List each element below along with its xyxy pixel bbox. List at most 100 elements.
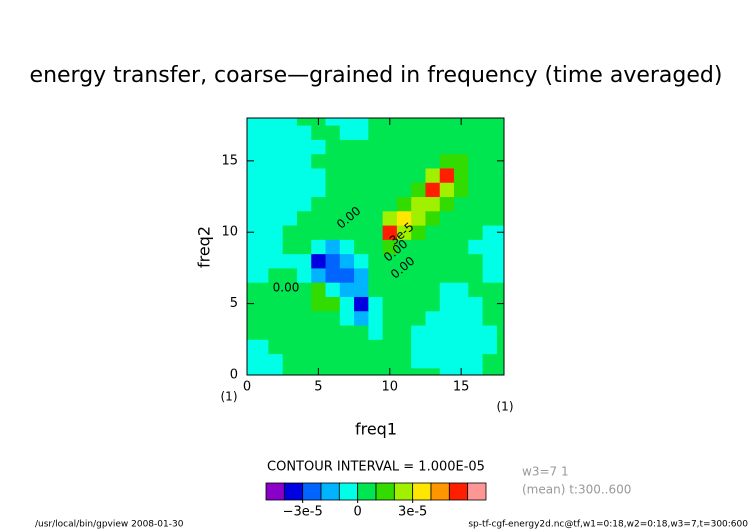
contour-cell <box>468 282 484 297</box>
contour-cell <box>468 182 484 198</box>
colorbar-segment <box>393 482 414 501</box>
contour-cell <box>339 296 355 312</box>
contour-cell <box>396 139 412 155</box>
contour-cell <box>382 239 398 255</box>
contour-cell <box>254 367 269 375</box>
contour-cell <box>247 182 255 198</box>
contour-cell <box>482 196 498 212</box>
contour-cell <box>296 182 312 198</box>
contour-cell <box>468 367 484 375</box>
contour-cell <box>411 182 426 198</box>
contour-cell <box>296 225 312 240</box>
contour-cell <box>382 325 398 340</box>
contour-cell <box>454 139 469 155</box>
contour-cell <box>247 239 255 255</box>
contour-cell <box>311 225 327 240</box>
contour-cell <box>396 153 412 169</box>
contour-cell <box>396 118 412 126</box>
contour-cell <box>268 153 284 169</box>
contour-cell <box>396 125 412 140</box>
contour-cell <box>247 353 255 369</box>
x-tick-label: 0 <box>243 380 251 395</box>
x-tick-label: 15 <box>453 380 470 395</box>
contour-cell <box>354 139 369 155</box>
contour-cell <box>247 125 255 140</box>
x-unit: (1) <box>497 400 514 414</box>
contour-cell <box>382 225 398 240</box>
contour-cell <box>468 325 484 340</box>
colorbar-segment <box>338 482 359 501</box>
contour-cell <box>354 253 369 269</box>
contour-cell <box>254 310 269 326</box>
contour-cell <box>454 325 469 340</box>
contour-cell <box>439 153 455 169</box>
contour-cell <box>268 167 284 183</box>
contour-cell <box>311 325 327 340</box>
contour-cell <box>268 239 284 255</box>
y-tick-label: 5 <box>230 296 238 311</box>
contour-cell <box>396 182 412 198</box>
contour-cell <box>454 353 469 369</box>
contour-cell <box>368 182 384 198</box>
contour-cell <box>482 225 498 240</box>
contour-cell <box>411 153 426 169</box>
contour-cell <box>354 125 369 140</box>
contour-cell <box>396 253 412 269</box>
colorbar-segment <box>467 482 487 501</box>
contour-cell <box>354 353 369 369</box>
contour-cell <box>254 339 269 355</box>
contour-cell <box>425 210 441 226</box>
contour-cell <box>468 196 484 212</box>
contour-cell <box>354 167 369 183</box>
contour-cell <box>482 153 498 169</box>
contour-cell <box>396 167 412 183</box>
contour-cell <box>368 125 384 140</box>
contour-cell <box>496 196 504 212</box>
contour-cell <box>311 253 327 269</box>
contour-interval: CONTOUR INTERVAL = 1.000E-05 <box>267 460 485 475</box>
contour-cell <box>254 296 269 312</box>
contour-cell <box>247 282 255 297</box>
contour-cell <box>282 225 298 240</box>
contour-cell <box>268 310 284 326</box>
contour-cell <box>325 210 341 226</box>
contour-cell <box>339 153 355 169</box>
contour-cell <box>439 339 455 355</box>
contour-cell <box>468 210 484 226</box>
contour-cell <box>425 125 441 140</box>
colorbar-segment <box>375 482 395 501</box>
contour-cell <box>382 339 398 355</box>
contour-cell <box>325 339 341 355</box>
contour-cell <box>382 182 398 198</box>
contour-cell <box>339 139 355 155</box>
contour-cell <box>296 325 312 340</box>
contour-cell <box>454 282 469 297</box>
footer-right: sp-tf-cgf-energy2d.nc@tf,w1=0:18,w2=0:18… <box>468 520 748 530</box>
contour-cell <box>468 125 484 140</box>
contour-cell <box>411 310 426 326</box>
contour-cell <box>282 253 298 269</box>
contour-cell <box>382 210 398 226</box>
contour-cell <box>325 196 341 212</box>
contour-cell <box>439 239 455 255</box>
contour-cell <box>282 118 298 126</box>
contour-cell <box>254 125 269 140</box>
colorbar-tick-label: 0 <box>354 505 362 520</box>
contour-cell <box>425 118 441 126</box>
contour-cell <box>425 182 441 198</box>
contour-cell <box>354 325 369 340</box>
contour-cell <box>247 196 255 212</box>
info-line: (mean) t:300..600 <box>522 483 631 497</box>
contour-cell <box>425 267 441 283</box>
contour-cell <box>468 253 484 269</box>
contour-cell <box>296 296 312 312</box>
contour-cell <box>496 282 504 297</box>
contour-cell <box>425 353 441 369</box>
contour-cell <box>282 239 298 255</box>
contour-cell <box>396 239 412 255</box>
contour-cell <box>247 339 255 355</box>
contour-cell <box>454 310 469 326</box>
contour-cell <box>296 196 312 212</box>
contour-cell <box>425 282 441 297</box>
contour-cell <box>482 253 498 269</box>
